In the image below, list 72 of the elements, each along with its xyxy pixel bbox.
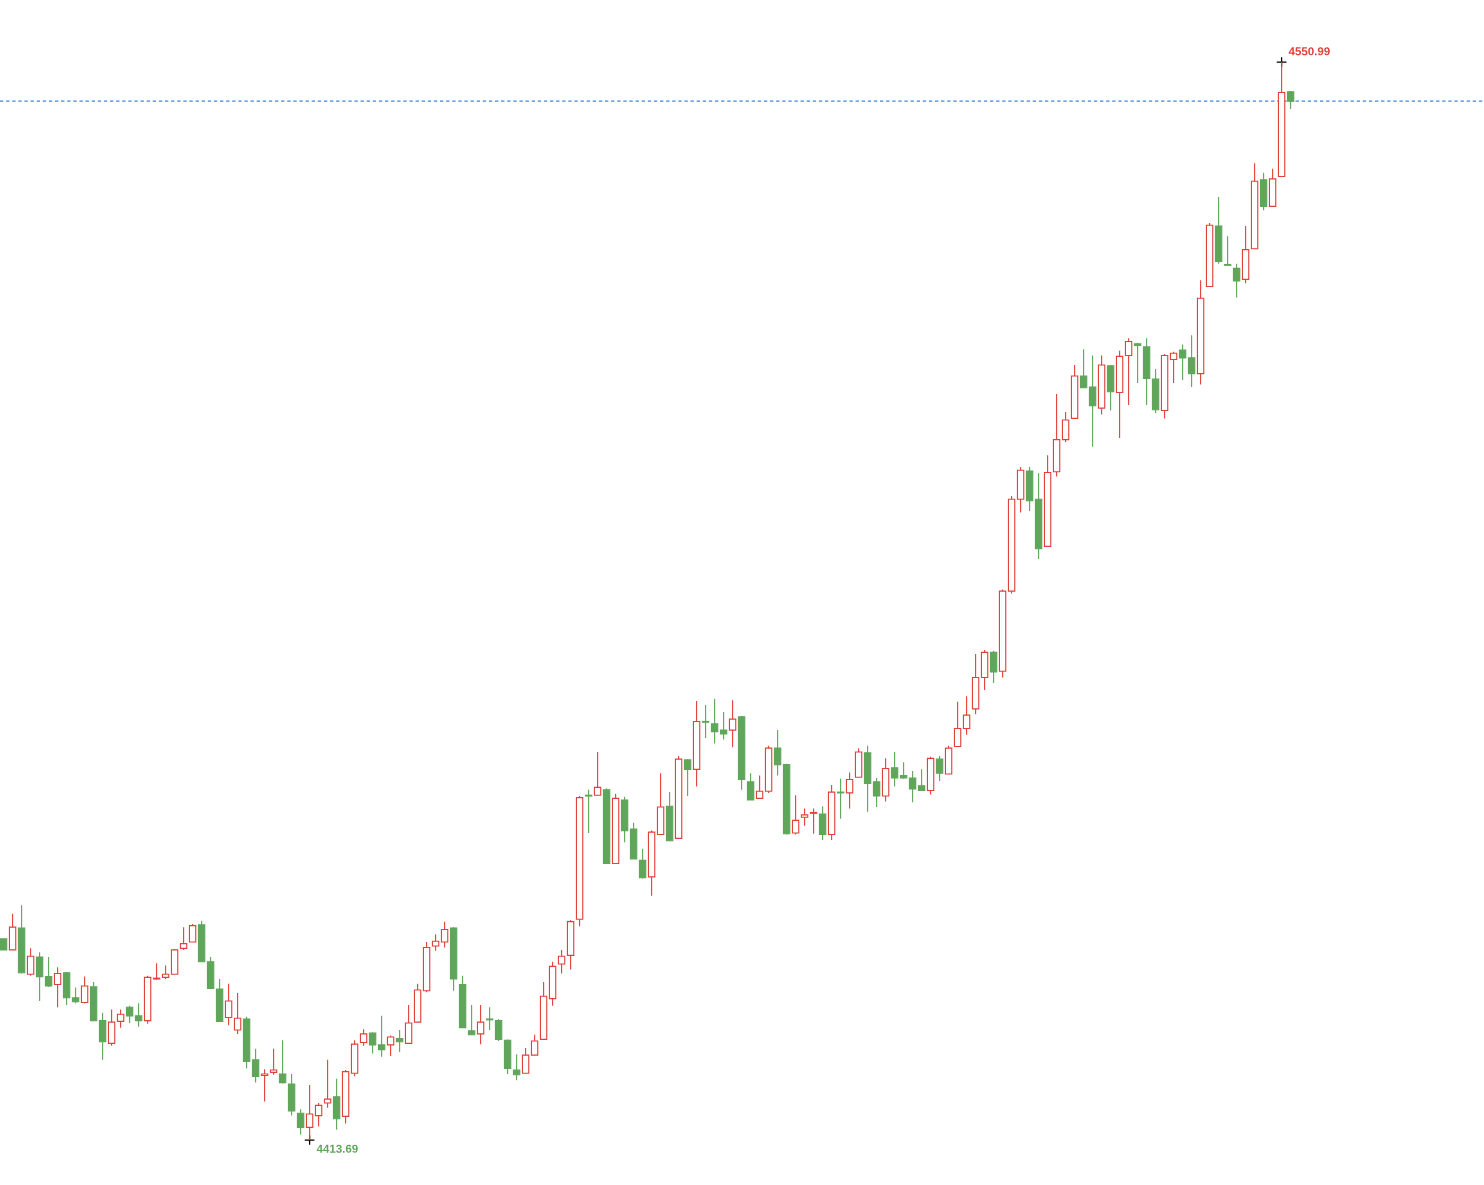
candlestick [467, 1004, 476, 1036]
candlestick [719, 711, 728, 741]
candlestick [593, 751, 602, 796]
candlestick [476, 1004, 485, 1045]
candlestick [8, 913, 17, 951]
candlestick [35, 951, 44, 1002]
candlestick [269, 1048, 278, 1076]
candlestick [989, 650, 998, 684]
candlestick [953, 701, 962, 748]
candlestick [368, 1031, 377, 1055]
candlestick [377, 1015, 386, 1058]
candlestick [557, 949, 566, 975]
candlestick [755, 775, 764, 799]
candlestick [260, 1068, 269, 1103]
candlestick [44, 956, 53, 988]
candlestick [1088, 355, 1097, 448]
candlestick [1223, 235, 1232, 266]
candlestick [530, 1034, 539, 1056]
candlestick [134, 1002, 143, 1028]
candlestick [404, 1004, 413, 1044]
candlestick [1061, 411, 1070, 443]
candlestick [773, 729, 782, 777]
candlestick [485, 1006, 494, 1031]
candlestick [1169, 351, 1178, 384]
candlestick [26, 947, 35, 977]
candlestick [890, 751, 899, 788]
candlestick [845, 771, 854, 810]
candlestick [296, 1108, 305, 1135]
candlestick [314, 1102, 323, 1128]
candlestick [251, 1048, 260, 1084]
candlestick [332, 1078, 341, 1131]
text: 4413.69 [316, 1144, 358, 1153]
candlestick [1187, 334, 1196, 388]
candlestick [278, 1039, 287, 1084]
candlestick [80, 976, 89, 1004]
candlestick [188, 923, 197, 943]
candlestick [638, 848, 647, 880]
candlestick [908, 770, 917, 803]
candlestick [1178, 344, 1187, 381]
candlestick [1079, 348, 1088, 389]
candlestick [233, 992, 242, 1035]
candlestick [395, 1029, 404, 1053]
candlestick [701, 704, 710, 739]
candlestick [836, 778, 845, 820]
candlestick [116, 1009, 125, 1029]
candlestick [179, 926, 188, 951]
candlestick [323, 1059, 332, 1109]
candlestick [584, 789, 593, 834]
candlestick [53, 966, 62, 1008]
candlestick [224, 983, 233, 1026]
candlestick [386, 1034, 395, 1057]
candlestick [791, 794, 800, 836]
candlestick [521, 1047, 530, 1074]
candlestick [710, 698, 719, 744]
candlestick [809, 808, 818, 835]
candlestick [1133, 342, 1142, 384]
candlestick [872, 777, 881, 808]
candlestick [494, 1018, 503, 1042]
candlestick [107, 1009, 116, 1047]
candlestick [683, 758, 692, 797]
candlestick [98, 1012, 107, 1061]
candlestick [917, 768, 926, 792]
candlestick [1232, 263, 1241, 299]
candlestick [512, 1053, 521, 1081]
candlestick [440, 921, 449, 949]
candlestick [818, 805, 827, 841]
candlestick [935, 755, 944, 782]
candlestick [962, 695, 971, 736]
candlestick [728, 699, 737, 748]
candlestick [1124, 337, 1133, 406]
candlestick [746, 772, 755, 801]
text: 4550.99 [1288, 47, 1330, 56]
